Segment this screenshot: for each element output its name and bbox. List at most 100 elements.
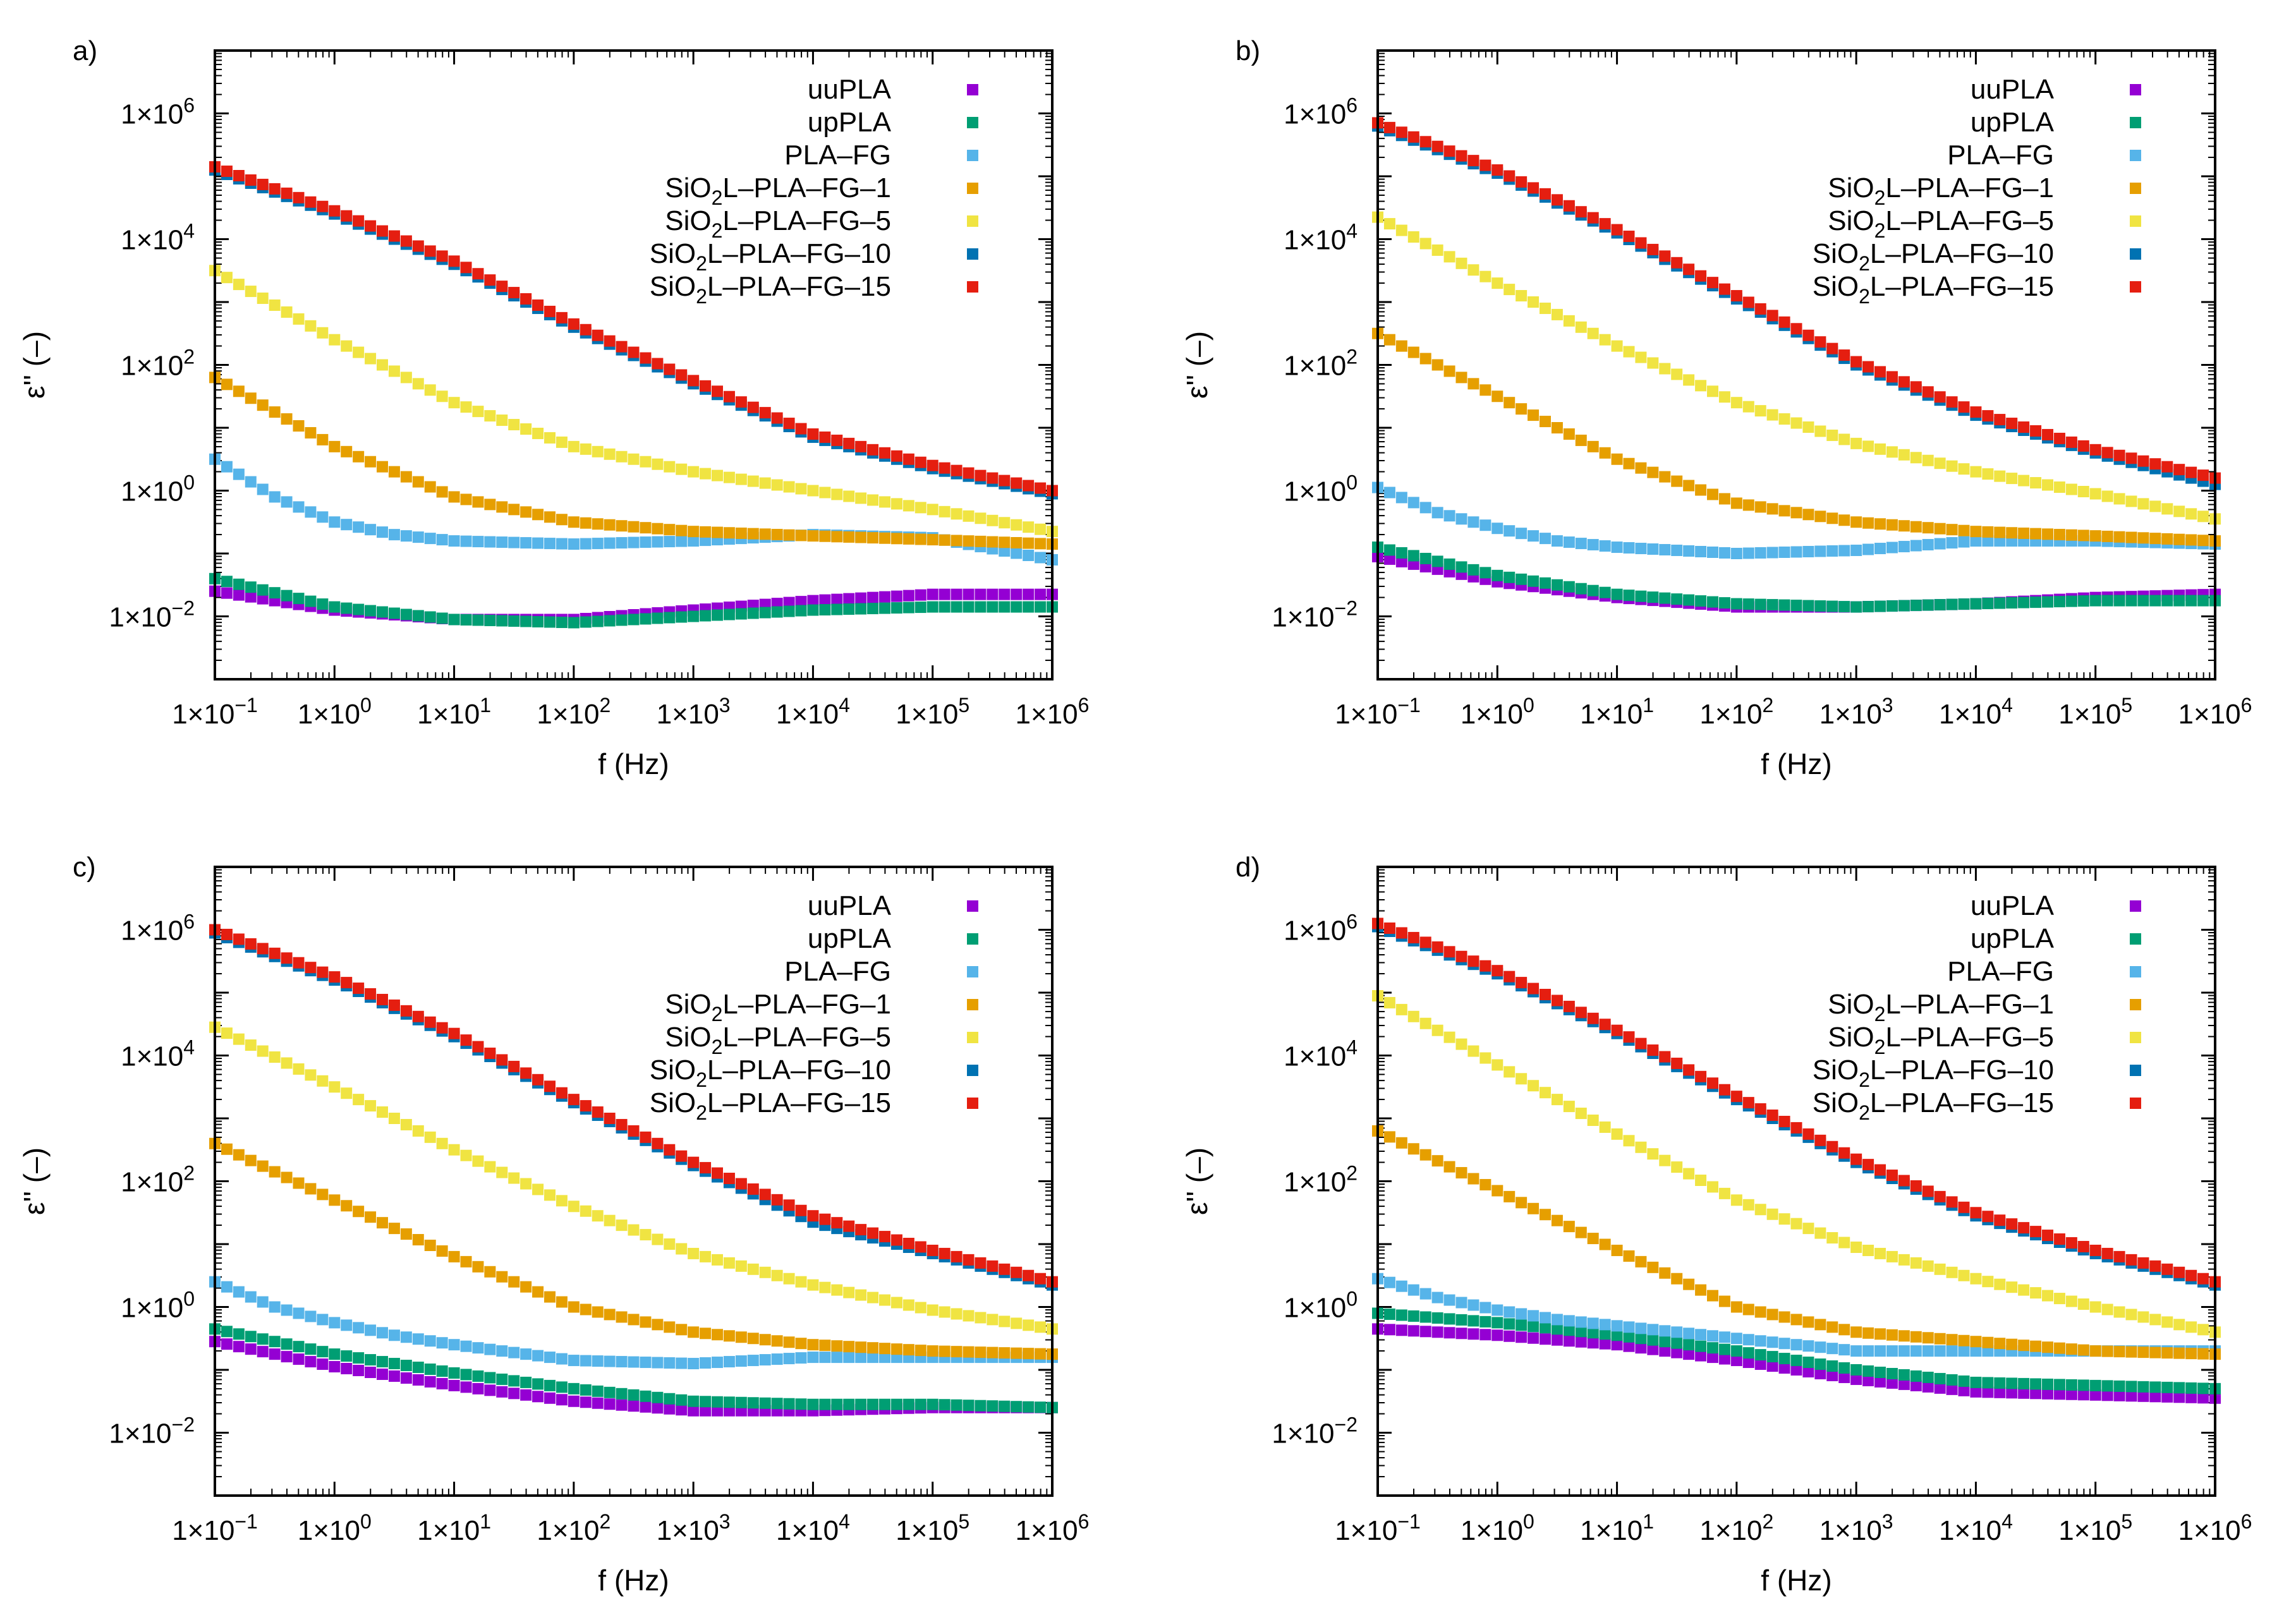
data-point bbox=[1695, 595, 1707, 607]
panel-label: d) bbox=[1236, 852, 1260, 883]
data-point bbox=[448, 255, 460, 267]
data-point bbox=[1383, 544, 1395, 556]
data-point bbox=[807, 530, 819, 542]
data-point bbox=[1540, 1312, 1551, 1324]
data-point bbox=[1946, 1345, 1958, 1357]
data-point bbox=[1766, 1360, 1778, 1372]
data-point bbox=[1850, 1373, 1862, 1385]
data-point bbox=[1934, 1190, 1946, 1202]
legend-marker bbox=[2130, 183, 2141, 194]
data-point bbox=[676, 611, 688, 623]
data-point bbox=[1551, 422, 1563, 433]
data-point bbox=[1647, 1261, 1659, 1273]
data-point bbox=[1407, 497, 1419, 509]
legend-marker bbox=[967, 999, 978, 1010]
data-point bbox=[257, 1333, 269, 1345]
data-point bbox=[1910, 1345, 1922, 1357]
data-point bbox=[257, 584, 269, 596]
data-point bbox=[1515, 573, 1528, 585]
data-point bbox=[400, 530, 412, 542]
data-point bbox=[1683, 1328, 1695, 1340]
data-point bbox=[472, 1382, 484, 1394]
data-point bbox=[221, 1027, 233, 1039]
data-point bbox=[1707, 547, 1718, 559]
data-point bbox=[1383, 121, 1395, 133]
data-point bbox=[1587, 1327, 1599, 1339]
data-point bbox=[1874, 518, 1886, 530]
legend-marker bbox=[2130, 933, 2141, 945]
data-point bbox=[1814, 336, 1826, 348]
data-point bbox=[1515, 528, 1528, 540]
y-tick-label: 1×100 bbox=[121, 471, 195, 507]
data-point bbox=[1766, 1309, 1778, 1321]
data-point bbox=[1898, 1254, 1910, 1266]
data-point bbox=[2137, 1381, 2149, 1393]
data-point bbox=[1730, 548, 1742, 559]
data-point bbox=[353, 983, 365, 995]
y-axis-label: ε'' (–) bbox=[1181, 1147, 1213, 1215]
data-point bbox=[890, 590, 902, 602]
x-tick-label: 1×105 bbox=[896, 1510, 969, 1546]
legend-label: SiO2L–PLA–FG–1 bbox=[1828, 172, 2054, 209]
data-point bbox=[269, 587, 281, 599]
data-point bbox=[890, 1398, 902, 1410]
x-tick-label: 1×100 bbox=[1461, 694, 1534, 730]
data-point bbox=[400, 1005, 412, 1017]
legend-label: SiO2L–PLA–FG–15 bbox=[650, 271, 891, 308]
data-point bbox=[1611, 1329, 1623, 1341]
data-point bbox=[484, 614, 496, 626]
data-point bbox=[1563, 536, 1575, 548]
data-point bbox=[1443, 510, 1455, 522]
data-point bbox=[2006, 1281, 2018, 1293]
legend-label: uuPLA bbox=[808, 74, 892, 105]
data-point bbox=[221, 587, 233, 599]
data-point bbox=[890, 602, 902, 614]
data-point bbox=[723, 1396, 735, 1408]
data-point bbox=[1407, 1310, 1419, 1322]
data-point bbox=[700, 610, 712, 622]
data-point bbox=[1910, 452, 1922, 464]
legend: uuPLAupPLAPLA–FGSiO2L–PLA–FG–1SiO2L–PLA–… bbox=[650, 890, 978, 1124]
data-point bbox=[412, 476, 424, 488]
data-point bbox=[365, 1366, 377, 1378]
data-point bbox=[819, 1213, 831, 1225]
data-point bbox=[1730, 598, 1742, 610]
data-point bbox=[2197, 1348, 2209, 1360]
data-point bbox=[520, 506, 532, 518]
data-point bbox=[652, 612, 664, 624]
data-point bbox=[305, 1356, 317, 1368]
data-point bbox=[640, 522, 652, 534]
data-point bbox=[795, 1398, 807, 1410]
data-point bbox=[436, 1377, 448, 1389]
data-point bbox=[484, 536, 496, 548]
data-point bbox=[938, 588, 951, 600]
data-point bbox=[580, 1304, 592, 1316]
data-point bbox=[2030, 1226, 2042, 1238]
data-point bbox=[1443, 1031, 1455, 1043]
data-point bbox=[1587, 584, 1599, 596]
data-point bbox=[257, 1346, 269, 1358]
data-point bbox=[963, 1310, 975, 1322]
data-point bbox=[221, 378, 233, 390]
data-point bbox=[1730, 1091, 1742, 1103]
data-point bbox=[1994, 414, 2006, 426]
data-point bbox=[1862, 1374, 1874, 1386]
data-point bbox=[616, 1118, 628, 1130]
data-point bbox=[1874, 1328, 1886, 1340]
data-point bbox=[2065, 1343, 2077, 1355]
data-point bbox=[759, 1397, 771, 1409]
y-tick-label: 1×10−2 bbox=[1272, 1413, 1358, 1449]
data-point bbox=[2018, 475, 2030, 487]
data-point bbox=[831, 1398, 843, 1410]
data-point bbox=[1910, 1257, 1922, 1269]
data-point bbox=[1599, 334, 1611, 346]
data-point bbox=[305, 506, 317, 518]
data-point bbox=[2113, 595, 2125, 607]
data-point bbox=[1647, 243, 1659, 255]
data-point bbox=[700, 526, 712, 538]
data-point bbox=[245, 938, 257, 950]
data-point bbox=[795, 596, 807, 608]
data-point bbox=[1683, 374, 1695, 386]
data-point bbox=[317, 1189, 329, 1201]
data-point bbox=[2018, 421, 2030, 433]
